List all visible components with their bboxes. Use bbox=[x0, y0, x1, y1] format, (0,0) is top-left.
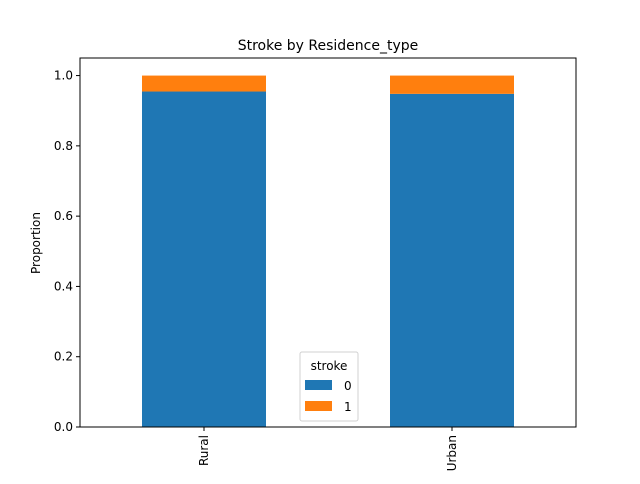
legend: stroke 0 1 bbox=[299, 351, 359, 422]
legend-swatch-1 bbox=[305, 401, 332, 411]
y-tick-label-3: 0.6 bbox=[54, 209, 73, 223]
x-tick-label-urban: Urban bbox=[445, 435, 459, 471]
legend-title: stroke bbox=[311, 359, 348, 373]
bars-layer bbox=[142, 75, 514, 428]
axes-layer: Rural Urban 0.0 0.2 0.4 0.6 0.8 1.0 bbox=[54, 57, 577, 471]
chart-title: Stroke by Residence_type bbox=[238, 38, 419, 54]
legend-label-0: 0 bbox=[344, 379, 352, 393]
y-axis-label: Proportion bbox=[29, 212, 43, 274]
bar-rural-series-1 bbox=[142, 75, 266, 92]
y-tick-label-2: 0.4 bbox=[54, 279, 73, 293]
bar-urban-series-1 bbox=[390, 75, 514, 94]
y-tick-label-4: 0.8 bbox=[54, 139, 73, 153]
x-tick-label-rural: Rural bbox=[197, 435, 211, 466]
bar-urban-series-0 bbox=[390, 93, 514, 428]
y-tick-label-0: 0.0 bbox=[54, 420, 73, 434]
legend-swatch-0 bbox=[305, 380, 332, 390]
y-tick-label-1: 0.2 bbox=[54, 350, 73, 364]
y-tick-label-5: 1.0 bbox=[54, 69, 73, 83]
legend-label-1: 1 bbox=[344, 400, 352, 414]
bar-rural-series-0 bbox=[142, 91, 266, 428]
plot-frame bbox=[79, 57, 577, 428]
